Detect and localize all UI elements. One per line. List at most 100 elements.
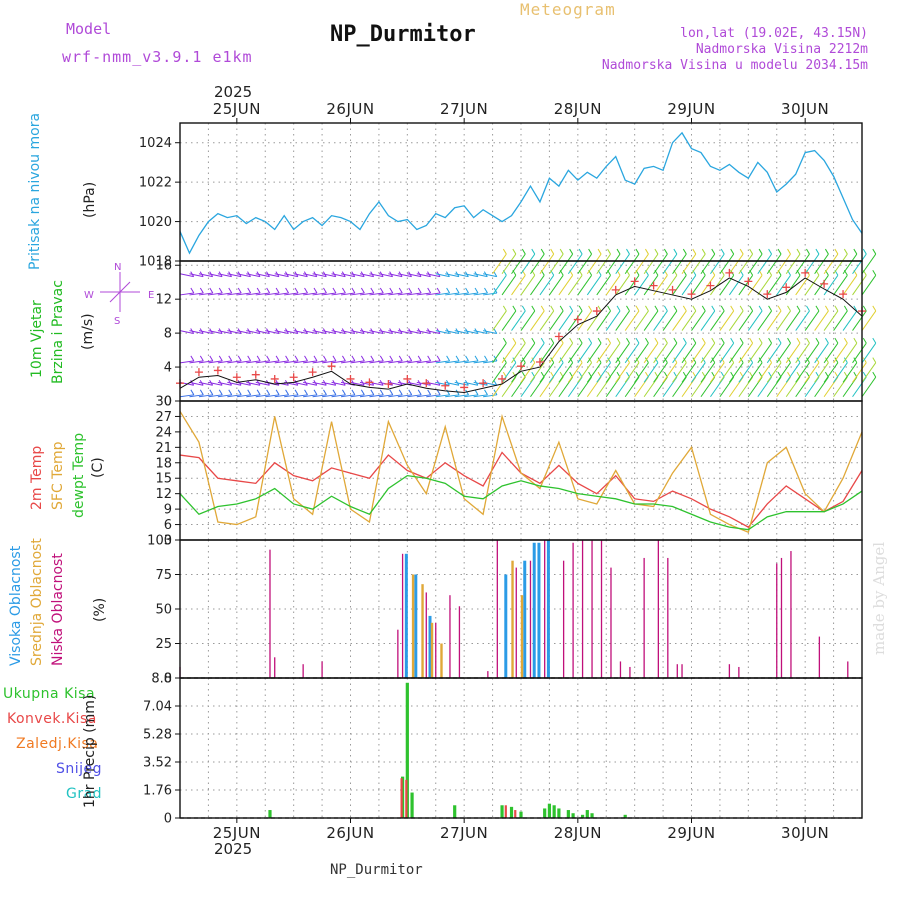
y-tick-label: 1024 xyxy=(139,136,172,151)
wind-barb xyxy=(445,292,460,296)
wind-barb xyxy=(303,381,317,386)
y-tick-label: 1.76 xyxy=(143,784,172,799)
wind-barb-flag xyxy=(749,337,754,344)
wind-barb xyxy=(435,381,450,386)
wind-gust-mark xyxy=(479,379,488,388)
wind-barb xyxy=(227,273,242,278)
wind-barb xyxy=(738,310,754,331)
wind-barb xyxy=(217,394,232,398)
wind-barb xyxy=(189,360,204,364)
x-tick-label-top: 26JUN xyxy=(326,100,374,118)
wind-barb xyxy=(322,360,337,364)
y-tick-label: 4 xyxy=(164,361,172,376)
wind-barb xyxy=(804,362,820,383)
wind-barb-flag xyxy=(512,248,517,255)
wind-barb-flag xyxy=(654,337,659,344)
wind-barb-flag xyxy=(872,305,877,312)
wind-barb xyxy=(577,376,593,398)
wind-barb-flag xyxy=(711,305,716,312)
wind-barb xyxy=(274,330,289,334)
cloud-low-bar xyxy=(562,560,565,678)
cloud-high-bar xyxy=(546,540,550,678)
wind-barb xyxy=(322,292,337,296)
precip-convective-bar xyxy=(400,778,403,818)
wind-barb-flag xyxy=(559,248,564,255)
wind-barb-flag xyxy=(777,248,782,255)
wind-dir-e: E xyxy=(148,290,155,301)
wind-gust-mark xyxy=(232,373,241,382)
wind-gust-mark xyxy=(820,279,829,288)
wind-barb xyxy=(700,310,716,331)
wind-barb xyxy=(643,253,659,275)
wind-barb-flag xyxy=(720,337,725,344)
wind-barb xyxy=(804,376,820,398)
wind-barb xyxy=(577,362,593,383)
wind-barb xyxy=(189,292,204,296)
wind-barb-flag xyxy=(209,355,214,362)
y-tick-label: 6 xyxy=(164,518,172,533)
y-tick-label: 1022 xyxy=(139,176,172,191)
temp-dewpt-line xyxy=(179,474,863,531)
wind-barb xyxy=(359,330,374,334)
wind-barb xyxy=(198,273,213,278)
wind-barb-flag xyxy=(578,337,583,344)
wind-barb xyxy=(605,362,621,383)
wind-barb xyxy=(624,253,640,275)
wind-barb-flag xyxy=(588,357,593,363)
x-tick-label-top: 29JUN xyxy=(667,100,715,118)
wind-barb xyxy=(255,394,270,398)
wind-barb xyxy=(710,253,725,275)
wind-barb-flag xyxy=(597,357,602,363)
wind-barb xyxy=(388,292,403,296)
wind-barb xyxy=(378,360,393,364)
wind-barb xyxy=(852,253,867,275)
wind-barb xyxy=(653,342,668,364)
wind-barb xyxy=(350,273,365,278)
wind-barb-flag xyxy=(332,287,337,294)
wind-barb-flag xyxy=(578,357,583,363)
wind-barb xyxy=(454,292,469,296)
wind-barb xyxy=(567,253,583,275)
wind-gust-mark xyxy=(801,268,810,277)
x-tick-label-top: 25JUN xyxy=(213,100,261,118)
wind-barb xyxy=(426,360,441,364)
wind-barb xyxy=(303,360,318,364)
wind-barb xyxy=(795,362,810,383)
wind-barb-flag xyxy=(285,287,290,294)
wind-barb-flag xyxy=(275,389,280,396)
wind-barb xyxy=(586,274,602,296)
wind-barb-flag xyxy=(720,305,725,312)
wind-barb-flag xyxy=(332,389,337,396)
wind-barb-flag xyxy=(758,248,763,255)
wind-barb-flag xyxy=(768,337,773,344)
wind-barb xyxy=(795,342,810,364)
wind-barb xyxy=(615,310,630,331)
wind-barb xyxy=(700,253,716,275)
wind-barb-flag xyxy=(256,355,261,362)
cloud-low-bar xyxy=(847,661,849,678)
wind-barb-flag xyxy=(436,389,441,396)
wind-barb-flag xyxy=(843,248,848,255)
wind-barb-flag xyxy=(190,355,195,362)
wind-barb xyxy=(691,253,706,275)
wind-barb xyxy=(861,342,877,364)
wind-barb-flag xyxy=(559,357,564,363)
wind-barb xyxy=(359,360,374,364)
cloud-low-bar xyxy=(780,557,783,678)
wind-barb xyxy=(747,310,763,331)
wind-barb-flag xyxy=(834,357,839,363)
wind-barb xyxy=(331,381,346,386)
wind-barb xyxy=(766,274,782,296)
wind-barb-flag xyxy=(701,305,706,312)
wind-barb-flag xyxy=(351,389,356,396)
wind-barb-flag xyxy=(635,337,640,344)
wind-barb-flag xyxy=(559,337,564,344)
wind-barb-flag xyxy=(578,305,583,312)
y-tick-label: 0 xyxy=(164,812,172,827)
wind-barb xyxy=(710,274,725,296)
wind-barb xyxy=(407,292,422,296)
wind-barb xyxy=(710,376,725,398)
wind-barb-flag xyxy=(474,389,479,396)
wind-barb-flag xyxy=(436,287,441,294)
wind-barb xyxy=(823,253,839,275)
